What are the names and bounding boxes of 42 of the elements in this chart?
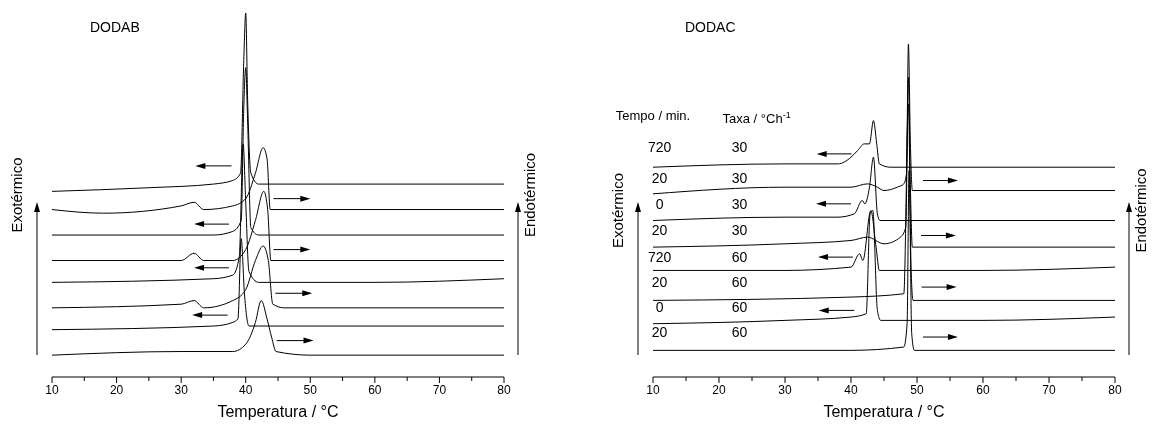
annotation: Tempo / min. [615,107,691,123]
y2-axis-title: Endotérmico [521,152,538,238]
x-tick-label: 10 [646,382,660,397]
annotation: 720 [647,249,672,266]
x-axis-title: Temperatura / °C [217,403,339,420]
x-tick-label: 70 [432,382,447,397]
x-axis-title: Temperatura / °C [823,403,945,420]
annotation: 20 [651,222,668,239]
y-axis-title: Exotérmico [609,172,626,249]
x-tick-label: 60 [368,382,382,397]
chart-title: DODAC [685,19,736,35]
y2-axis-title: Endotérmico [1132,168,1149,253]
annotation: 60 [731,274,748,291]
x-tick-label: 80 [1108,382,1122,397]
annotation: 0 [655,299,664,316]
annotation: 20 [651,274,668,291]
annotation: 720 [647,138,672,155]
x-tick-label: 20 [109,382,124,397]
annotation: 30 [731,222,748,239]
x-tick-label: 50 [303,382,318,397]
x-tick-label: 80 [497,382,511,397]
annotation: 60 [731,299,748,316]
x-tick-label: 30 [778,382,792,397]
annotation: 60 [731,249,748,266]
x-tick-label: 50 [910,382,924,397]
annotation: 20 [651,324,668,341]
chart-title: DODAB [90,19,140,35]
annotation: 20 [651,169,668,186]
annotation: Taxa / °Ch$^{-1}$ [722,109,791,126]
y-axis-title: Exotérmico [8,157,25,233]
x-tick-label: 70 [1042,382,1056,397]
annotation: 0 [655,195,664,212]
x-tick-label: 30 [174,382,189,397]
annotation: 30 [731,138,748,155]
x-tick-label: 60 [976,382,990,397]
annotation: 30 [731,169,748,186]
annotation: 30 [731,195,748,212]
x-tick-label: 10 [45,382,59,397]
x-tick-label: 40 [239,382,253,397]
x-tick-label: 20 [712,382,726,397]
annotation: 60 [731,324,748,341]
x-tick-label: 40 [844,382,858,397]
